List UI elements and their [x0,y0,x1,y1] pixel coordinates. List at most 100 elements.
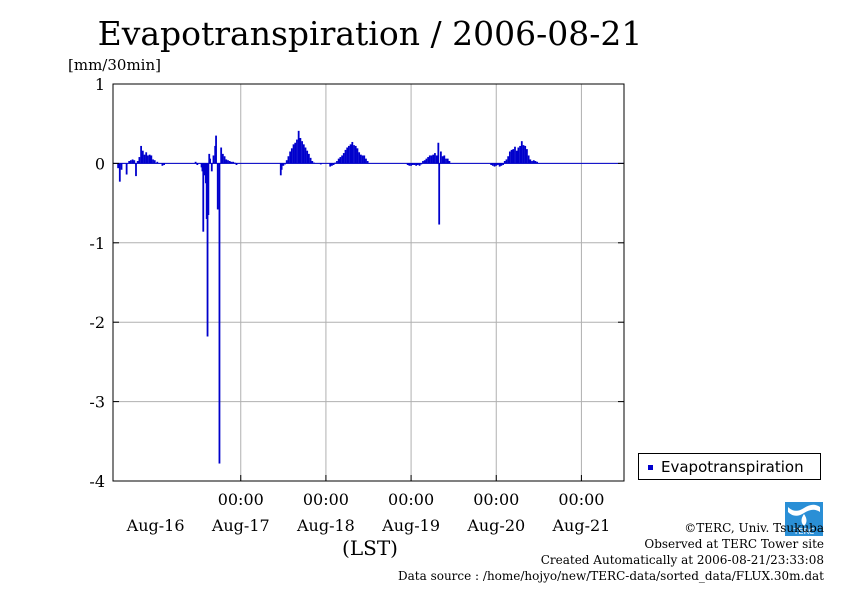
bar [336,161,338,164]
y-tick-label: -2 [89,313,105,332]
chart-title: Evapotranspiration / 2006-08-21 [97,14,643,53]
bar [120,163,123,170]
legend-label: Evapotranspiration [661,458,804,476]
bar [138,157,141,164]
bar-series-evapotranspiration [117,130,539,464]
bar [342,153,345,164]
bar [358,152,361,164]
bar [306,150,309,164]
x-tick-label-date: Aug-16 [126,516,185,535]
bar [290,148,293,164]
credits-source: Data source : /home/hojyo/new/TERC-data/… [398,569,824,583]
bar [435,155,438,164]
logo-text: TERC [793,527,815,536]
bar [413,163,416,165]
bar [145,152,148,164]
bar [218,163,221,464]
x-axis-label: (LST) [342,536,398,560]
bar [339,157,342,164]
bar [526,149,528,164]
bar [227,160,229,164]
bar [507,156,510,164]
bar [430,155,433,164]
bar [505,159,508,164]
bar [220,147,223,164]
bar [289,151,292,164]
x-tick-label-time: 00:00 [303,490,349,509]
x-tick-label-time: 00:00 [473,490,519,509]
bar [118,163,121,182]
bar [223,156,226,164]
bar [529,159,532,164]
bar [156,161,159,164]
bar [423,160,426,164]
bar [141,150,144,164]
bar [287,156,290,164]
bar [329,163,332,167]
bar [493,163,496,167]
bar [163,163,165,165]
x-tick-label-time: 00:00 [558,490,604,509]
bar [337,158,340,164]
x-tick-label-time: 00:00 [388,490,434,509]
bar [147,155,149,164]
bar [361,155,364,164]
bar [498,163,501,167]
legend-swatch [648,465,653,470]
bar [117,163,120,169]
bar [531,161,533,164]
bar [425,158,428,164]
bar [502,163,504,165]
bar [344,149,347,164]
bar [491,163,494,166]
bar [443,155,446,164]
y-tick-label: 0 [95,154,105,173]
bar [532,160,535,164]
bar [161,163,164,166]
bar [437,142,440,164]
bar [232,161,234,164]
bar [418,163,421,166]
bar [196,163,199,165]
bar [445,158,447,164]
bar [292,144,295,164]
bar [411,163,414,165]
bar [366,161,369,164]
bar [309,157,312,164]
bar [365,158,367,164]
bar [406,163,409,165]
bar [512,149,515,164]
bar [495,163,498,166]
bar [422,161,424,164]
bar [416,163,419,165]
y-tick-labels: 1 0 -1 -2 -3 -4 [89,75,624,491]
bar [354,145,357,164]
bar [348,145,350,164]
x-tick-label-date: Aug-21 [551,516,610,535]
credits-block: ©TERC, Univ. Tsukuba Observed at TERC To… [398,520,824,584]
bar [438,163,441,225]
bar [515,150,518,164]
y-tick-label: -1 [89,234,105,253]
bar [428,155,431,164]
bar [524,145,527,164]
x-tick-label-date: Aug-19 [381,516,440,535]
bar [128,161,131,164]
bar [500,163,503,166]
bar [307,153,310,164]
bar [332,163,335,165]
bar [522,145,525,164]
bar [490,163,493,165]
bar [304,147,307,164]
bar [534,161,537,164]
bar [131,159,134,164]
bar [215,135,217,164]
credits-copyright: ©TERC, Univ. Tsukuba [684,521,824,535]
bar [125,163,128,175]
bar [514,146,516,164]
bar [150,155,153,164]
bar [446,158,449,164]
bar [353,145,355,164]
bar [536,161,539,164]
bar [351,141,354,164]
